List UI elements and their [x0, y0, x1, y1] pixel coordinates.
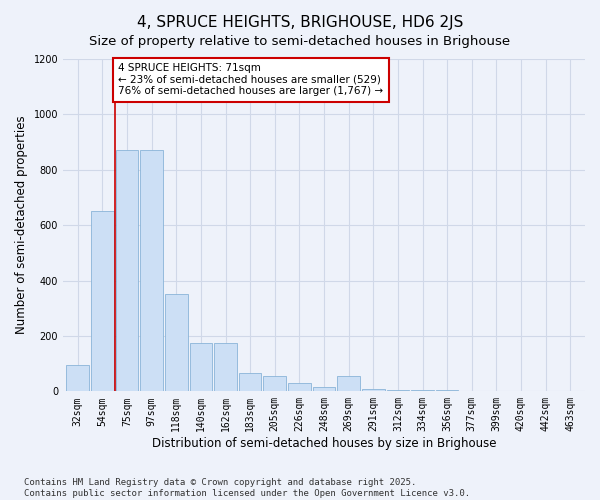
Bar [509, 391, 532, 392]
Bar [263, 376, 286, 392]
Bar [386, 390, 409, 392]
Bar [337, 376, 360, 392]
Bar [362, 388, 385, 392]
Bar [485, 391, 508, 392]
Y-axis label: Number of semi-detached properties: Number of semi-detached properties [15, 116, 28, 334]
Text: 4 SPRUCE HEIGHTS: 71sqm
← 23% of semi-detached houses are smaller (529)
76% of s: 4 SPRUCE HEIGHTS: 71sqm ← 23% of semi-de… [118, 63, 383, 96]
Bar [313, 387, 335, 392]
Bar [239, 374, 262, 392]
Bar [460, 390, 483, 392]
Bar [140, 150, 163, 392]
Bar [165, 294, 188, 392]
Text: Contains HM Land Registry data © Crown copyright and database right 2025.
Contai: Contains HM Land Registry data © Crown c… [24, 478, 470, 498]
Text: 4, SPRUCE HEIGHTS, BRIGHOUSE, HD6 2JS: 4, SPRUCE HEIGHTS, BRIGHOUSE, HD6 2JS [137, 15, 463, 30]
Bar [411, 390, 434, 392]
Bar [67, 365, 89, 392]
Bar [116, 150, 139, 392]
Bar [534, 391, 557, 392]
Bar [559, 391, 581, 392]
Text: Size of property relative to semi-detached houses in Brighouse: Size of property relative to semi-detach… [89, 35, 511, 48]
Bar [436, 390, 458, 392]
X-axis label: Distribution of semi-detached houses by size in Brighouse: Distribution of semi-detached houses by … [152, 437, 496, 450]
Bar [190, 343, 212, 392]
Bar [214, 343, 237, 392]
Bar [91, 212, 114, 392]
Bar [288, 383, 311, 392]
